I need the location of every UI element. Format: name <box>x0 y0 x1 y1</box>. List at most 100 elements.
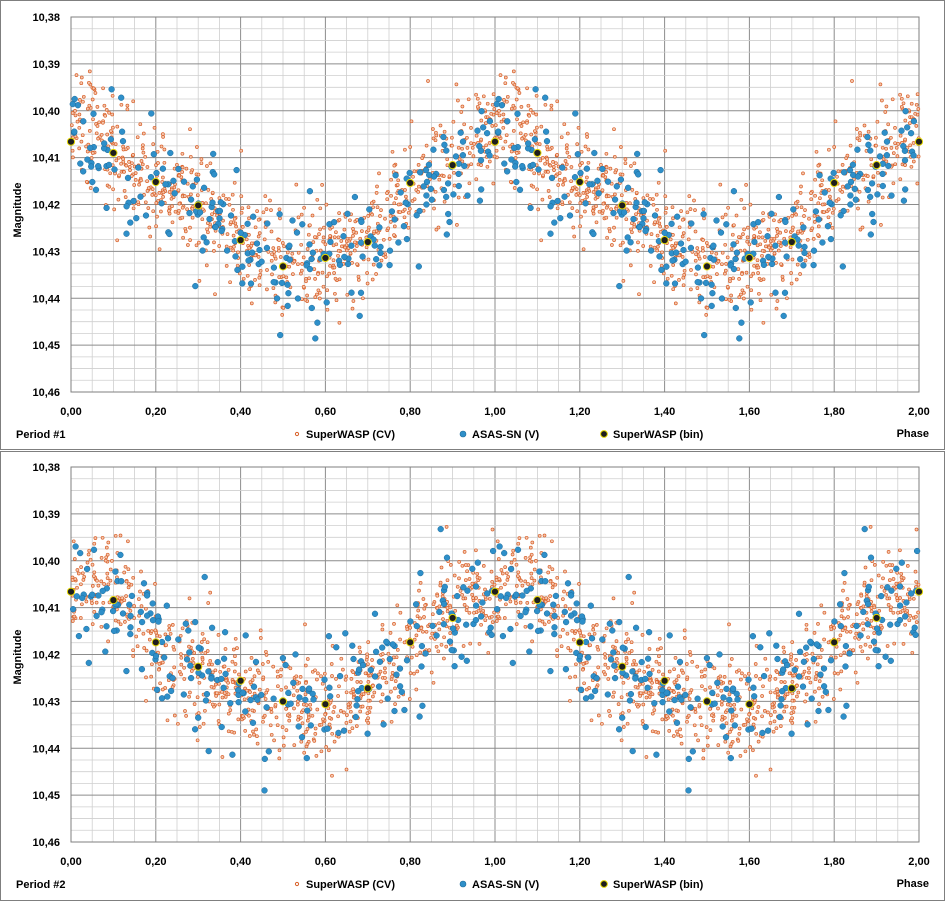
asas-point <box>440 600 448 608</box>
cv-point <box>723 212 728 217</box>
asas-point <box>254 696 261 703</box>
cv-point <box>914 620 919 624</box>
cv-point <box>295 702 300 707</box>
cv-point <box>619 145 623 149</box>
asas-point <box>730 265 738 273</box>
cv-point <box>234 224 238 229</box>
asas-point <box>420 183 427 190</box>
cv-point <box>448 631 453 635</box>
cv-point <box>570 628 575 633</box>
cv-point <box>604 626 609 631</box>
asas-point <box>827 657 835 664</box>
asas-point <box>582 638 590 646</box>
cv-point <box>197 725 202 729</box>
asas-point <box>406 169 413 177</box>
asas-point <box>192 282 199 290</box>
cv-point <box>351 227 355 231</box>
asas-point <box>713 217 720 224</box>
cv-point <box>462 122 467 127</box>
cv-point <box>846 606 851 611</box>
cv-point <box>377 171 381 176</box>
cv-point <box>383 255 388 259</box>
asas-point <box>443 231 450 238</box>
asas-point <box>588 635 596 642</box>
cv-point <box>773 677 778 681</box>
cv-point <box>79 565 83 569</box>
cv-point <box>195 738 200 743</box>
asas-point <box>512 163 519 170</box>
cv-point <box>102 582 106 586</box>
asas-point <box>203 690 211 698</box>
cv-point <box>292 685 296 689</box>
cv-point <box>743 674 747 679</box>
cv-point <box>812 631 817 635</box>
asas-point <box>627 690 635 698</box>
cv-point <box>862 583 867 588</box>
cv-point <box>313 295 318 299</box>
cv-point <box>437 177 442 182</box>
cv-point <box>535 125 539 130</box>
asas-point <box>389 641 396 648</box>
asas-point <box>542 578 549 585</box>
cv-point <box>324 202 329 207</box>
cv-point <box>347 729 352 734</box>
asas-point <box>846 650 853 657</box>
cv-point <box>571 225 576 230</box>
cv-point <box>355 680 360 684</box>
cv-point <box>705 306 710 310</box>
asas-point <box>644 655 652 662</box>
cv-point <box>128 168 132 172</box>
legend-cv-label: SuperWASP (CV) <box>306 429 395 441</box>
asas-point <box>87 144 94 152</box>
cv-point <box>748 745 753 749</box>
cv-point <box>888 608 893 612</box>
asas-point <box>534 627 542 635</box>
cv-point <box>730 715 735 720</box>
cv-point <box>775 234 779 238</box>
cv-point <box>854 631 859 636</box>
cv-point <box>716 743 721 747</box>
asas-point <box>709 290 716 297</box>
cv-point <box>81 99 85 104</box>
cv-point <box>905 608 910 613</box>
cv-point <box>232 669 237 674</box>
cv-point <box>208 590 213 595</box>
cv-point <box>567 200 572 205</box>
asas-point <box>286 242 293 249</box>
asas-point <box>616 282 623 290</box>
cv-point <box>775 670 780 675</box>
legend-cv-marker <box>294 431 300 437</box>
cv-point <box>153 582 157 586</box>
cv-point <box>285 250 290 255</box>
cv-point <box>729 727 734 731</box>
cv-point <box>146 186 151 190</box>
cv-point <box>414 633 419 638</box>
asas-point <box>529 161 537 169</box>
asas-point <box>879 160 886 167</box>
cv-point <box>90 622 95 626</box>
cv-point <box>467 181 472 186</box>
cv-point <box>862 123 867 128</box>
cv-point <box>411 174 415 179</box>
asas-point <box>751 693 758 700</box>
cv-point <box>409 119 414 124</box>
cv-point <box>632 224 637 229</box>
asas-point <box>591 687 599 695</box>
cv-point <box>914 527 919 532</box>
cv-point <box>123 564 128 569</box>
cv-point <box>279 687 284 692</box>
cv-point <box>673 301 678 306</box>
cv-point <box>208 658 213 663</box>
cv-point <box>911 141 916 145</box>
cv-point <box>372 229 376 234</box>
cv-point <box>305 657 310 661</box>
cv-point <box>79 582 83 587</box>
asas-point <box>330 219 338 226</box>
cv-point <box>503 139 508 144</box>
cv-point <box>746 225 750 230</box>
cv-point <box>604 215 609 220</box>
asas-point <box>162 181 169 188</box>
cv-point <box>799 205 804 210</box>
cv-point <box>182 677 187 681</box>
cv-point <box>687 194 692 198</box>
